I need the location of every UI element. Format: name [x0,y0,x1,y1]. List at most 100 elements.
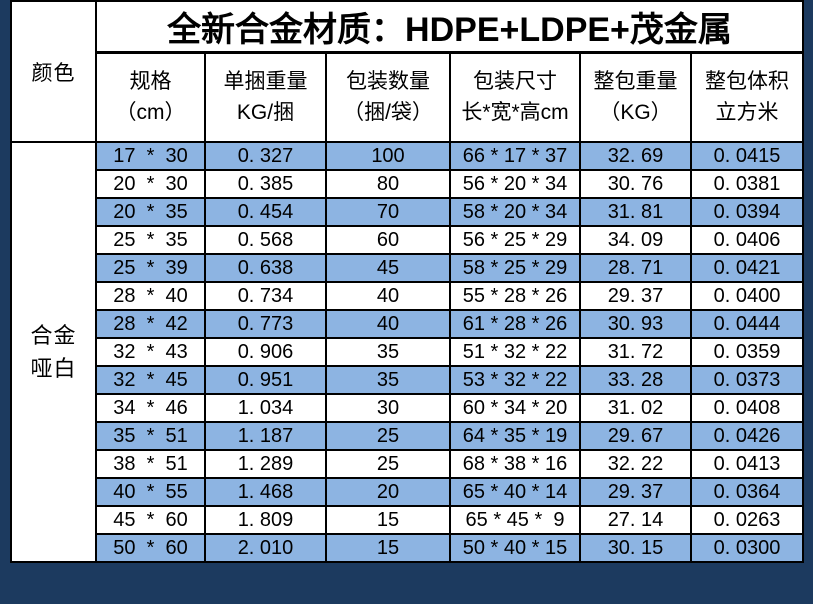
size-cell: 66 * 17 * 37 [449,141,581,171]
volume-cell: 0. 0415 [690,141,804,171]
spec-cell: 28 * 42 [95,309,206,339]
qty-cell: 100 [325,141,451,171]
table-row: 40 * 55 1. 468 20 65 * 40 * 14 29. 37 0. 0364 [11,477,804,507]
volume-cell: 0. 0406 [690,225,804,255]
size-cell: 56 * 25 * 29 [449,225,581,255]
qty-cell: 25 [325,449,451,479]
column-header-line: 规格 [129,70,172,94]
pack-weight-cell: 28. 71 [579,253,692,283]
column-header-pack-volume: 整包体积 立方米 [690,51,804,143]
volume-cell: 0. 0426 [690,421,804,451]
table-row: 32 * 45 0. 951 35 53 * 32 * 22 33. 28 0. 0373 [11,365,804,395]
volume-cell: 0. 0359 [690,337,804,367]
spec-cell: 20 * 35 [95,197,206,227]
spec-cell: 50 * 60 [95,533,206,563]
column-header-line: KG/捆 [236,100,295,124]
spec-cell: 32 * 45 [95,365,206,395]
size-cell: 51 * 32 * 22 [449,337,581,367]
pack-weight-cell: 31. 72 [579,337,692,367]
color-name-line: 合金 [30,323,77,348]
pack-weight-cell: 30. 15 [579,533,692,563]
pack-weight-cell: 31. 02 [579,393,692,423]
table-row: 34 * 46 1. 034 30 60 * 34 * 20 31. 02 0. 0408 [11,393,804,423]
table-row: 28 * 40 0. 734 40 55 * 28 * 26 29. 37 0. 0400 [11,281,804,311]
qty-cell: 80 [325,169,451,199]
size-cell: 68 * 38 * 16 [449,449,581,479]
column-header-spec: 规格 （cm） [95,51,206,143]
pack-weight-cell: 29. 37 [579,281,692,311]
table-row: 32 * 43 0. 906 35 51 * 32 * 22 31. 72 0. 0359 [11,337,804,367]
pack-weight-cell: 33. 28 [579,365,692,395]
pack-weight-cell: 32. 22 [579,449,692,479]
spec-cell: 28 * 40 [95,281,206,311]
size-cell: 50 * 40 * 15 [449,533,581,563]
volume-cell: 0. 0444 [690,309,804,339]
bundle-weight-cell: 0. 385 [204,169,327,199]
volume-cell: 0. 0408 [690,393,804,423]
table-row: 50 * 60 2. 010 15 50 * 40 * 15 30. 15 0. 0300 [11,533,804,563]
color-name-line: 哑白 [30,356,77,381]
column-header-line: 单捆重量 [223,70,308,94]
spec-cell: 20 * 30 [95,169,206,199]
volume-cell: 0. 0421 [690,253,804,283]
table-row: 28 * 42 0. 773 40 61 * 28 * 26 30. 93 0. 0444 [11,309,804,339]
column-header-line: 包装尺寸 [473,70,557,94]
column-header-line: 整包体积 [705,70,789,94]
size-cell: 56 * 20 * 34 [449,169,581,199]
qty-cell: 60 [325,225,451,255]
bundle-weight-cell: 0. 327 [204,141,327,171]
bundle-weight-cell: 1. 034 [204,393,327,423]
size-cell: 55 * 28 * 26 [449,281,581,311]
qty-cell: 45 [325,253,451,283]
table-row: 20 * 30 0. 385 80 56 * 20 * 34 30. 76 0. 0381 [11,169,804,199]
size-cell: 65 * 45 * 9 [449,505,581,535]
bundle-weight-cell: 0. 568 [204,225,327,255]
bundle-weight-cell: 0. 638 [204,253,327,283]
column-header-bundle-weight: 单捆重量 KG/捆 [204,51,327,143]
qty-cell: 15 [325,505,451,535]
pack-weight-cell: 29. 67 [579,421,692,451]
column-header-line: （捆/袋） [343,100,433,124]
column-header-line: 整包重量 [593,70,678,94]
volume-cell: 0. 0394 [690,197,804,227]
bundle-weight-cell: 0. 951 [204,365,327,395]
color-column-header: 颜色 [10,0,97,143]
spec-cell: 17 * 30 [95,141,206,171]
pack-weight-cell: 27. 14 [579,505,692,535]
pack-weight-cell: 29. 37 [579,477,692,507]
volume-cell: 0. 0413 [690,449,804,479]
size-cell: 58 * 20 * 34 [449,197,581,227]
volume-cell: 0. 0364 [690,477,804,507]
pack-weight-cell: 34. 09 [579,225,692,255]
pack-weight-cell: 32. 69 [579,141,692,171]
volume-cell: 0. 0300 [690,533,804,563]
spec-cell: 25 * 39 [95,253,206,283]
qty-cell: 20 [325,477,451,507]
bundle-weight-cell: 1. 289 [204,449,327,479]
spec-cell: 34 * 46 [95,393,206,423]
qty-cell: 40 [325,281,451,311]
spec-cell: 35 * 51 [95,421,206,451]
table-row: 38 * 51 1. 289 25 68 * 38 * 16 32. 22 0. 0413 [11,449,804,479]
table-body: 合金 哑白 17 * 30 0. 327 100 66 * 17 * 37 32. 69 0.… [10,141,804,563]
bundle-weight-cell: 0. 906 [204,337,327,367]
qty-cell: 15 [325,533,451,563]
table-row: 35 * 51 1. 187 25 64 * 35 * 19 29. 67 0. 0426 [11,421,804,451]
spec-cell: 32 * 43 [95,337,206,367]
bundle-weight-cell: 0. 734 [204,281,327,311]
bundle-weight-cell: 1. 187 [204,421,327,451]
size-cell: 61 * 28 * 26 [449,309,581,339]
table-row: 25 * 35 0. 568 60 56 * 25 * 29 34. 09 0. 0406 [11,225,804,255]
column-header-pack-qty: 包装数量 （捆/袋） [325,51,451,143]
spec-cell: 45 * 60 [95,505,206,535]
volume-cell: 0. 0381 [690,169,804,199]
bundle-weight-cell: 1. 809 [204,505,327,535]
table-row: 合金 哑白 17 * 30 0. 327 100 66 * 17 * 37 32. 69 0.… [10,141,804,563]
size-cell: 64 * 35 * 19 [449,421,581,451]
qty-cell: 30 [325,393,451,423]
volume-cell: 0. 0373 [690,365,804,395]
column-header-line: 长*宽*高cm [461,100,569,124]
volume-cell: 0. 0263 [690,505,804,535]
qty-cell: 70 [325,197,451,227]
